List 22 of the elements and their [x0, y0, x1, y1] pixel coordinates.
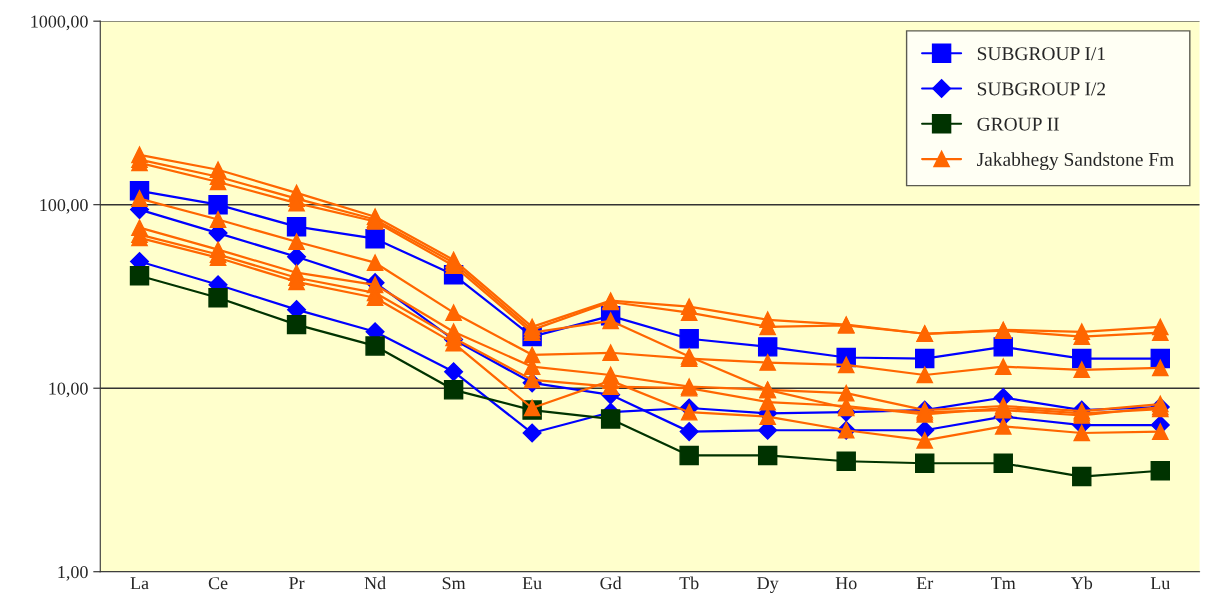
legend-label: SUBGROUP I/2 [977, 82, 1105, 96]
x-tick-label: Gd [600, 576, 622, 590]
x-tick-label: La [130, 577, 149, 590]
y-tick-label: 1,00 [58, 565, 88, 581]
x-tick-label: Sm [442, 577, 466, 590]
x-tick-label: Yb [1070, 576, 1093, 590]
x-tick-label: Dy [757, 577, 779, 593]
y-tick-label: 1000,00 [31, 15, 88, 31]
x-tick-label: Nd [364, 576, 386, 590]
legend-label: SUBGROUP I/1 [977, 47, 1105, 61]
y-tick-label: 100,00 [40, 198, 88, 214]
x-tick-label: Lu [1150, 577, 1171, 590]
x-tick-label: Er [916, 577, 934, 590]
x-tick-label: Tb [679, 576, 699, 590]
y-tick-label: 10,00 [49, 382, 88, 398]
x-tick-label: Ho [835, 577, 857, 590]
x-tick-label: Pr [289, 577, 305, 590]
legend-label: Jakabhegy Sandstone Fm [977, 152, 1174, 171]
x-tick-label: Eu [522, 577, 542, 590]
x-tick-label: Ce [208, 577, 228, 590]
legend-label: GROUP II [977, 117, 1059, 131]
x-tick-label: Tm [991, 577, 1016, 590]
